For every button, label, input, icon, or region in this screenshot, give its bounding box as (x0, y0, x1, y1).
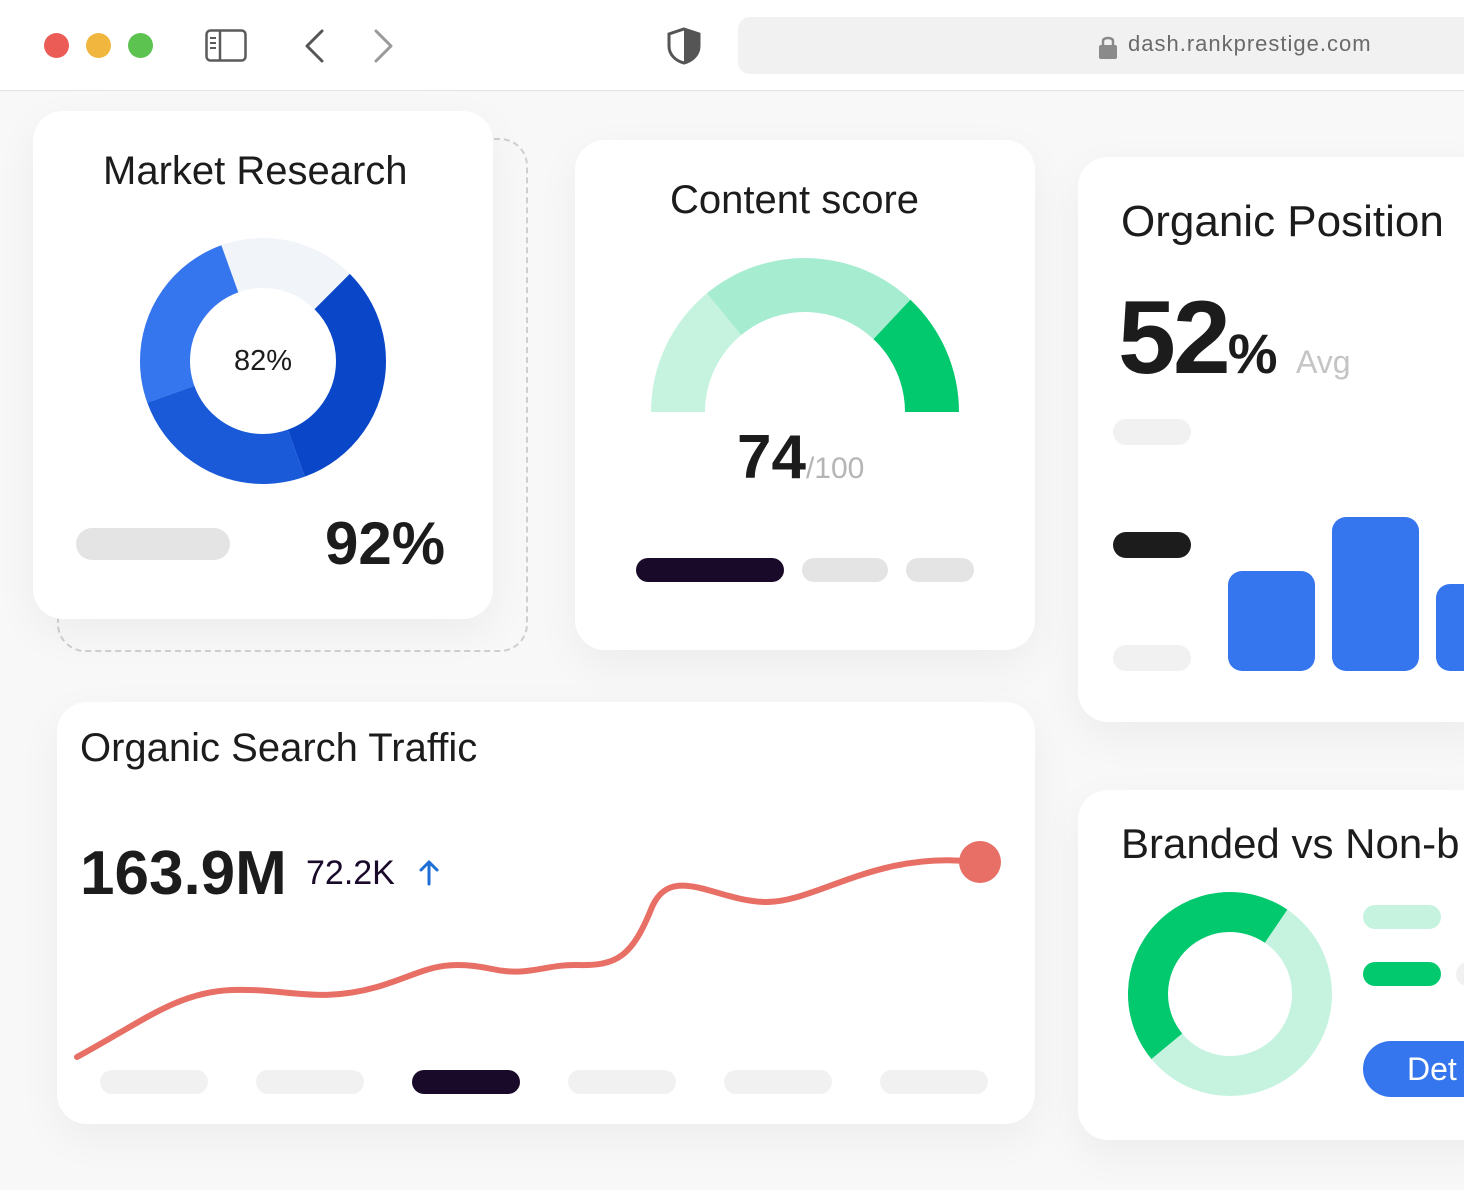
arrow-up-icon (419, 860, 439, 886)
market-research-card[interactable]: Market Research 82% 92% (33, 111, 493, 619)
donut-percent-label: 82% (233, 345, 293, 377)
lock-icon (1099, 36, 1117, 59)
organic-position-card[interactable]: Organic Position 52% Avg (1078, 157, 1464, 722)
score-value: 74 (737, 423, 806, 492)
browser-toolbar: dash.rankprestige.com (0, 0, 1464, 91)
forward-arrow-icon[interactable] (368, 28, 398, 64)
minimize-window-button[interactable] (86, 33, 111, 58)
branded-card[interactable]: Branded vs Non-b Det (1078, 790, 1464, 1140)
placeholder-bar (1113, 419, 1191, 445)
back-arrow-icon[interactable] (300, 28, 330, 64)
traffic-endpoint-dot[interactable] (959, 841, 1001, 883)
score-readout: 74/100 (737, 422, 864, 493)
legend-bar (1363, 905, 1441, 929)
card-title: Branded vs Non-b (1121, 820, 1460, 867)
legend-bar (1456, 962, 1464, 986)
market-research-donut (140, 238, 386, 484)
content-score-card[interactable]: Content score 74/100 (575, 140, 1035, 650)
close-window-button[interactable] (44, 33, 69, 58)
timeline-tab[interactable] (880, 1070, 988, 1094)
position-bar (1332, 517, 1419, 671)
position-bar (1228, 571, 1315, 671)
details-button[interactable]: Det (1363, 1041, 1464, 1097)
avg-label: Avg (1295, 344, 1351, 380)
sidebar-toggle-icon[interactable] (205, 29, 247, 63)
timeline-tab[interactable] (568, 1070, 676, 1094)
card-title: Organic Search Traffic (80, 726, 478, 770)
tab-indicator[interactable] (906, 558, 974, 582)
traffic-line-chart (74, 841, 1001, 1060)
card-title: Content score (670, 178, 920, 222)
traffic-delta: 72.2K (306, 854, 395, 892)
position-value: 52 (1118, 280, 1231, 396)
gauge-segment-score (873, 299, 959, 412)
position-readout: 52% Avg (1118, 279, 1351, 398)
legend-bar-active (1113, 532, 1191, 558)
timeline-tab[interactable] (724, 1070, 832, 1094)
donut-segment-mid (140, 238, 386, 484)
content-score-gauge (651, 258, 959, 412)
maximize-window-button[interactable] (128, 33, 153, 58)
tab-indicator[interactable] (802, 558, 888, 582)
donut-segment-dark (140, 238, 386, 484)
traffic-value: 163.9M (80, 839, 287, 908)
donut-segment-light (140, 238, 386, 484)
position-unit: % (1227, 322, 1278, 385)
donut-segment-branded (1128, 892, 1288, 1059)
branded-donut (1128, 892, 1332, 1096)
card-title: Organic Position (1121, 197, 1444, 246)
tab-indicator-active[interactable] (636, 558, 784, 582)
gauge-segment-light (706, 258, 911, 340)
placeholder-bar (76, 528, 230, 560)
timeline-tab[interactable] (256, 1070, 364, 1094)
url-text: dash.rankprestige.com (1128, 31, 1372, 56)
timeline-tab[interactable] (100, 1070, 208, 1094)
score-max: /100 (805, 452, 865, 485)
timeline-tab-active[interactable] (412, 1070, 520, 1094)
address-bar[interactable]: dash.rankprestige.com (738, 17, 1464, 74)
traffic-line (74, 857, 980, 1060)
market-research-value: 92% (325, 510, 446, 577)
position-bar (1436, 584, 1464, 671)
card-title: Market Research (103, 149, 408, 193)
legend-bar (1363, 962, 1441, 986)
organic-traffic-card[interactable]: Organic Search Traffic 163.9M 72.2K (57, 702, 1035, 1124)
shield-icon[interactable] (666, 27, 702, 65)
placeholder-bar (1113, 645, 1191, 671)
gauge-segment-pale (651, 293, 742, 412)
